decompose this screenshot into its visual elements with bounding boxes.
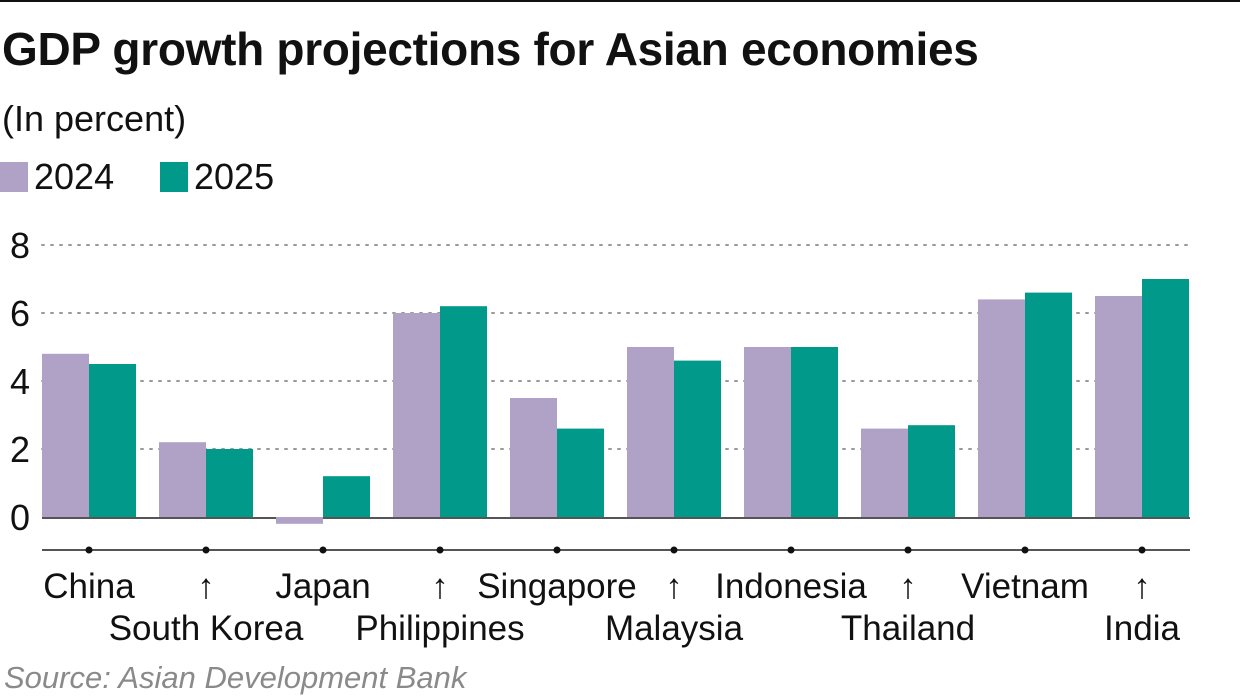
y-tick-label-6: 6 [10, 293, 30, 334]
top-rule [0, 0, 1240, 2]
x-tick-arrow-malaysia: ↑ [665, 567, 683, 606]
bar-thailand-2025 [908, 425, 955, 517]
x-axis [42, 546, 1190, 554]
x-tick-label-vietnam: Vietnam [961, 567, 1089, 606]
x-tick-label-thailand: Thailand [841, 609, 975, 648]
legend-label-2025: 2025 [194, 156, 275, 197]
chart-title: GDP growth projections for Asian economi… [2, 23, 979, 75]
bar-china-2024 [42, 353, 89, 517]
x-tick-arrow-india: ↑ [1133, 567, 1151, 606]
legend-label-2024: 2024 [34, 156, 115, 197]
bar-china-2025 [89, 364, 136, 517]
bar-malaysia-2025 [674, 360, 721, 517]
chart-subtitle: (In percent) [2, 98, 187, 139]
y-tick-label-0: 0 [10, 497, 30, 538]
bar-philippines-2025 [440, 306, 487, 517]
x-tick-label-philippines: Philippines [355, 609, 524, 648]
x-axis-dot-indonesia [787, 546, 795, 554]
bar-south-korea-2024 [159, 442, 206, 517]
x-tick-label-indonesia: Indonesia [715, 567, 867, 606]
x-tick-label-malaysia: Malaysia [605, 609, 744, 648]
bar-thailand-2024 [861, 428, 908, 517]
x-tick-arrow-philippines: ↑ [431, 567, 449, 606]
x-axis-dot-vietnam [1021, 546, 1029, 554]
legend-swatch-2024 [0, 162, 28, 192]
legend-item-2025: 2025 [160, 157, 274, 197]
x-tick-label-china: China [43, 567, 135, 606]
y-tick-label-4: 4 [10, 361, 30, 402]
bar-india-2025 [1142, 279, 1189, 517]
x-tick-label-south-korea: South Korea [109, 609, 304, 648]
bar-vietnam-2025 [1025, 292, 1072, 517]
bar-indonesia-2024 [744, 347, 791, 517]
x-axis-dot-thailand [904, 546, 912, 554]
bar-malaysia-2024 [627, 347, 674, 517]
x-tick-label-japan: Japan [275, 567, 370, 606]
bars [42, 279, 1189, 524]
bar-philippines-2024 [393, 313, 440, 517]
bar-japan-2025 [323, 476, 370, 517]
bar-vietnam-2024 [978, 299, 1025, 517]
bar-india-2024 [1095, 296, 1142, 517]
source-note: Source: Asian Development Bank [4, 660, 467, 695]
y-axis-ticks: 0 2 4 6 8 [10, 225, 30, 538]
x-axis-dot-china [85, 546, 93, 554]
bar-singapore-2025 [557, 428, 604, 517]
bar-indonesia-2025 [791, 347, 838, 517]
legend-item-2024: 2024 [0, 157, 114, 197]
x-tick-label-singapore: Singapore [477, 567, 637, 606]
x-axis-dot-japan [319, 546, 327, 554]
x-axis-dot-south-korea [202, 546, 210, 554]
bar-japan-2024 [276, 517, 323, 524]
legend-swatch-2025 [160, 162, 188, 192]
x-axis-dot-singapore [553, 546, 561, 554]
x-tick-arrow-thailand: ↑ [899, 567, 917, 606]
x-axis-dot-india [1138, 546, 1146, 554]
x-tick-arrow-south-korea: ↑ [197, 567, 215, 606]
x-axis-dot-malaysia [670, 546, 678, 554]
x-tick-label-india: India [1104, 609, 1180, 648]
y-tick-label-8: 8 [10, 225, 30, 266]
y-tick-label-2: 2 [10, 429, 30, 470]
bar-south-korea-2025 [206, 449, 253, 517]
bar-singapore-2024 [510, 398, 557, 517]
x-axis-dot-philippines [436, 546, 444, 554]
